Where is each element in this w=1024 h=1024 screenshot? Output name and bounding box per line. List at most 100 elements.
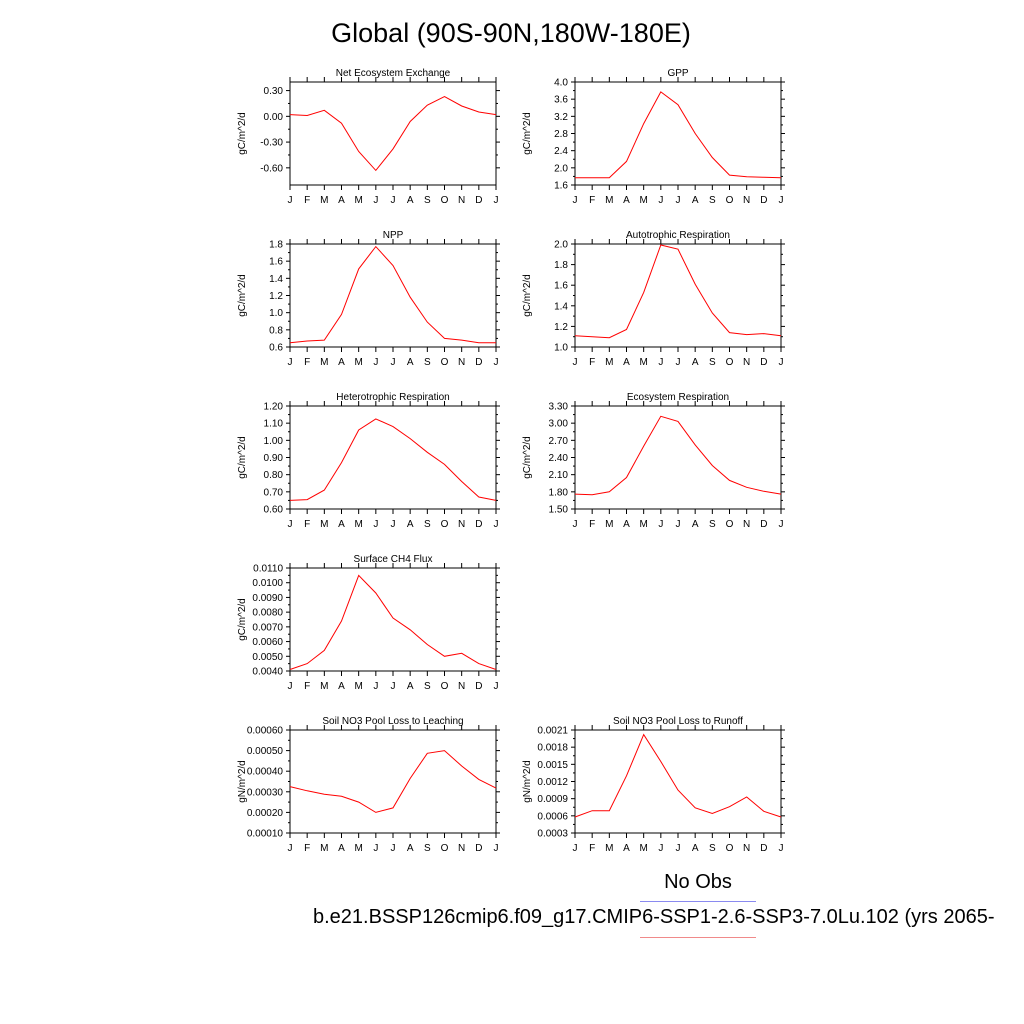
y-tick-label: 0.0015 (537, 760, 568, 771)
y-tick-label: 1.0 (269, 308, 283, 319)
x-tick-label: A (407, 357, 414, 368)
chart-panel-8: Soil NO3 Pool Loss to LeachinggN/m^2/d0.… (237, 716, 500, 854)
x-tick-label: J (658, 357, 663, 368)
y-tick-label: 1.10 (264, 419, 284, 430)
x-tick-label: J (779, 195, 784, 206)
x-tick-label: D (475, 843, 482, 854)
y-tick-label: 0.30 (264, 86, 284, 97)
y-tick-label: 1.20 (264, 402, 284, 413)
x-tick-label: A (623, 195, 630, 206)
x-tick-label: M (639, 357, 647, 368)
x-tick-label: O (726, 519, 734, 530)
x-tick-label: F (589, 519, 595, 530)
x-tick-label: F (589, 195, 595, 206)
x-tick-label: M (354, 681, 362, 692)
x-tick-label: N (458, 843, 465, 854)
x-tick-label: M (320, 195, 328, 206)
x-tick-label: A (338, 519, 345, 530)
x-tick-label: J (373, 357, 378, 368)
y-axis-label: gC/m^2/d (237, 112, 248, 155)
x-tick-label: A (692, 519, 699, 530)
chart-title: Ecosystem Respiration (627, 392, 729, 403)
y-tick-label: 0.60 (264, 505, 284, 516)
y-tick-label: 0.0003 (537, 829, 568, 840)
x-tick-label: S (709, 357, 716, 368)
y-tick-label: 0.0050 (252, 652, 283, 663)
x-tick-label: A (623, 519, 630, 530)
y-tick-label: 2.0 (554, 163, 568, 174)
y-tick-label: 0.0018 (537, 743, 568, 754)
y-tick-label: 2.0 (554, 240, 568, 251)
chart-title: Autotrophic Respiration (626, 230, 730, 241)
series-line (574, 415, 782, 496)
y-axis-label: gC/m^2/d (522, 436, 533, 479)
page-title-text: Global (90S-90N,180W-180E) (331, 18, 691, 48)
legend-model-line (640, 937, 756, 938)
x-tick-label: J (573, 357, 578, 368)
series-line (289, 245, 496, 344)
x-tick-label: J (494, 681, 499, 692)
x-tick-label: D (760, 195, 767, 206)
x-tick-label: J (373, 519, 378, 530)
y-tick-label: 0.00010 (247, 829, 284, 840)
x-tick-label: M (320, 681, 328, 692)
x-tick-label: J (573, 519, 578, 530)
plot-frame (289, 729, 497, 834)
x-tick-label: D (760, 357, 767, 368)
series-line (575, 91, 782, 179)
plot-frame (574, 243, 782, 348)
x-tick-label: J (288, 357, 293, 368)
x-tick-label: N (743, 519, 750, 530)
y-tick-label: 1.4 (269, 274, 283, 285)
x-tick-label: S (424, 195, 431, 206)
y-tick-label: 0.0021 (537, 726, 568, 737)
y-tick-label: 0.00050 (247, 746, 284, 757)
chart-panel-6: Ecosystem Respiration gC/m^2/d 1.50 1.80 2.1… (522, 392, 785, 530)
x-tick-label: M (605, 843, 613, 854)
y-tick-label: 1.8 (554, 260, 568, 271)
x-tick-label: O (726, 843, 734, 854)
y-tick-label: 0.0090 (252, 593, 283, 604)
y-tick-label: 0.00030 (247, 787, 284, 798)
legend-model-label: b.e21.BSSP126cmip6.f09_g17.CMIP6-SSP1-2.… (313, 906, 995, 928)
x-tick-label: A (338, 681, 345, 692)
x-tick-label: N (458, 681, 465, 692)
x-tick-label: O (726, 195, 734, 206)
x-tick-label: J (573, 195, 578, 206)
y-tick-label: 0.0012 (537, 777, 568, 788)
x-tick-label: S (424, 843, 431, 854)
x-tick-label: J (288, 681, 293, 692)
y-tick-label: 2.70 (549, 436, 569, 447)
chart-title: Net Ecosystem Exchange (336, 68, 451, 79)
y-tick-label: 2.4 (554, 146, 568, 157)
y-tick-label: 0.80 (264, 470, 284, 481)
x-tick-label: A (692, 357, 699, 368)
y-tick-label: 0.0110 (253, 564, 283, 575)
chart-title: GPP (667, 68, 688, 79)
x-tick-label: N (458, 195, 465, 206)
x-tick-label: J (391, 681, 396, 692)
y-tick-label: 3.30 (549, 402, 569, 413)
y-tick-label: 0.0080 (252, 608, 283, 619)
x-tick-label: J (494, 843, 499, 854)
x-tick-label: M (605, 357, 613, 368)
x-tick-label: F (589, 843, 595, 854)
y-tick-label: 3.6 (554, 95, 568, 106)
chart-title: Heterotrophic Respiration (336, 392, 449, 403)
y-tick-label: 3.00 (549, 419, 569, 430)
y-tick-label: 2.40 (549, 453, 569, 464)
x-tick-label: D (475, 195, 482, 206)
x-tick-label: A (338, 357, 345, 368)
chart-panel-1: Net Ecosystem Exchange gC/m^2/d -0.60 -0.30… (237, 68, 500, 206)
x-tick-label: J (658, 843, 663, 854)
y-tick-label: 0.0040 (252, 667, 283, 678)
x-tick-label: J (676, 357, 681, 368)
x-tick-label: M (320, 357, 328, 368)
x-tick-label: O (441, 357, 449, 368)
x-tick-label: A (623, 843, 630, 854)
plot-frame (289, 243, 497, 348)
chart-panel-4: Autotrophic Respiration gC/m^2/d 1.0 1.2 1.4… (522, 230, 785, 368)
x-tick-label: O (441, 195, 449, 206)
x-tick-label: A (692, 195, 699, 206)
